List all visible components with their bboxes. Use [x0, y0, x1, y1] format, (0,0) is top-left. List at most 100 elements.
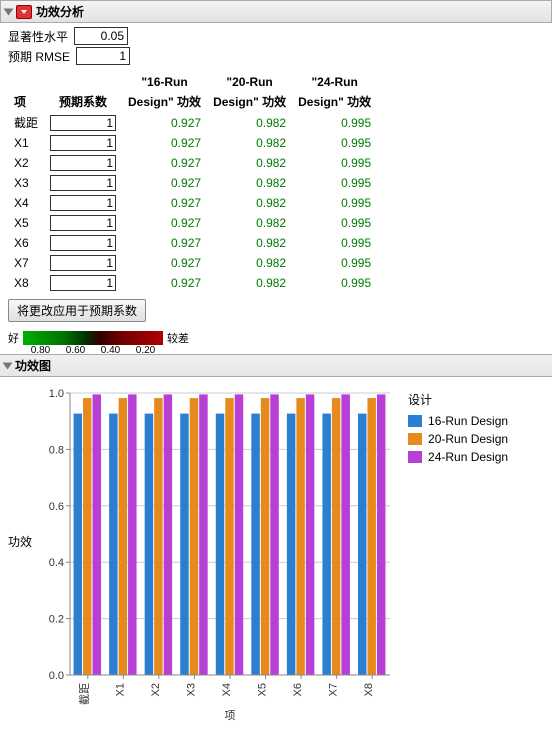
- table-row: X40.9270.9820.995: [8, 193, 377, 213]
- param-row-significance: 显著性水平: [8, 27, 544, 45]
- legend-swatch: [408, 415, 422, 427]
- svg-text:X7: X7: [328, 683, 340, 696]
- svg-text:X6: X6: [292, 683, 304, 696]
- chart-ylabel: 功效: [8, 533, 32, 550]
- hdr-16a: "16-Run: [122, 73, 207, 91]
- panel-menu-button[interactable]: [16, 5, 32, 19]
- cell-term: X5: [8, 213, 44, 233]
- cell-p16: 0.927: [122, 273, 207, 293]
- table-row: 截距0.9270.9820.995: [8, 112, 377, 133]
- bar: [341, 394, 349, 675]
- bar: [225, 398, 233, 675]
- rmse-input[interactable]: [76, 47, 130, 65]
- hdr-24a: "24-Run: [292, 73, 377, 91]
- svg-text:截距: 截距: [77, 683, 91, 705]
- svg-text:项: 项: [225, 709, 236, 722]
- color-scale-strip: 好 0.80 0.60 0.40 0.20 较差: [8, 330, 544, 346]
- coef-input[interactable]: [50, 175, 116, 191]
- bar: [74, 414, 82, 675]
- table-row: X20.9270.9820.995: [8, 153, 377, 173]
- cell-p24: 0.995: [292, 213, 377, 233]
- cell-p24: 0.995: [292, 112, 377, 133]
- bar: [154, 398, 162, 675]
- legend-row: 24-Run Design: [408, 450, 508, 464]
- legend-label: 20-Run Design: [428, 432, 508, 446]
- cell-p24: 0.995: [292, 273, 377, 293]
- collapse-icon[interactable]: [3, 362, 13, 369]
- coef-input[interactable]: [50, 195, 116, 211]
- cell-p24: 0.995: [292, 133, 377, 153]
- svg-text:X8: X8: [363, 683, 375, 696]
- hdr-20a: "20-Run: [207, 73, 292, 91]
- svg-text:0.0: 0.0: [49, 670, 64, 682]
- table-row: X10.9270.9820.995: [8, 133, 377, 153]
- cell-p20: 0.982: [207, 112, 292, 133]
- bar: [367, 398, 375, 675]
- cell-term: X3: [8, 173, 44, 193]
- hdr-16b: Design" 功效: [122, 91, 207, 112]
- power-table: "16-Run "20-Run "24-Run 项 预期系数 Design" 功…: [8, 73, 377, 293]
- color-strip: 0.80 0.60 0.40 0.20: [23, 331, 163, 345]
- legend-row: 20-Run Design: [408, 432, 508, 446]
- bar: [296, 398, 304, 675]
- panel-header-power-analysis: 功效分析: [0, 0, 552, 23]
- legend-row: 16-Run Design: [408, 414, 508, 428]
- cell-term: X1: [8, 133, 44, 153]
- svg-text:0.6: 0.6: [49, 501, 64, 513]
- coef-input[interactable]: [50, 115, 116, 131]
- table-row: X80.9270.9820.995: [8, 273, 377, 293]
- hdr-20b: Design" 功效: [207, 91, 292, 112]
- apply-changes-button[interactable]: 将更改应用于预期系数: [8, 299, 146, 322]
- table-row: X30.9270.9820.995: [8, 173, 377, 193]
- cell-term: X8: [8, 273, 44, 293]
- cell-term: X6: [8, 233, 44, 253]
- cell-term: 截距: [8, 112, 44, 133]
- svg-text:0.2: 0.2: [49, 614, 64, 626]
- coef-input[interactable]: [50, 255, 116, 271]
- svg-text:0.4: 0.4: [49, 557, 64, 569]
- cell-p20: 0.982: [207, 173, 292, 193]
- strip-tick: 0.40: [101, 345, 120, 356]
- bar: [190, 398, 198, 675]
- cell-p24: 0.995: [292, 233, 377, 253]
- panel-header-power-chart: 功效图: [0, 354, 552, 377]
- coef-input[interactable]: [50, 155, 116, 171]
- coef-input[interactable]: [50, 135, 116, 151]
- bar: [128, 394, 136, 675]
- cell-p20: 0.982: [207, 253, 292, 273]
- sig-input[interactable]: [74, 27, 128, 45]
- rmse-label: 预期 RMSE: [8, 48, 70, 65]
- bar: [145, 414, 153, 675]
- coef-input[interactable]: [50, 275, 116, 291]
- hdr-coef: 预期系数: [44, 91, 122, 112]
- panel-title: 功效分析: [36, 3, 84, 20]
- bar: [119, 398, 127, 675]
- svg-text:X1: X1: [114, 683, 126, 696]
- table-row: X50.9270.9820.995: [8, 213, 377, 233]
- bar: [164, 394, 172, 675]
- cell-term: X7: [8, 253, 44, 273]
- cell-p24: 0.995: [292, 173, 377, 193]
- table-row: X70.9270.9820.995: [8, 253, 377, 273]
- strip-good-label: 好: [8, 330, 19, 346]
- svg-text:X5: X5: [257, 683, 269, 696]
- bar: [109, 414, 117, 675]
- chart-legend: 设计 16-Run Design20-Run Design24-Run Desi…: [408, 391, 508, 468]
- collapse-icon[interactable]: [4, 8, 14, 15]
- strip-tick: 0.60: [66, 345, 85, 356]
- cell-p20: 0.982: [207, 233, 292, 253]
- bar: [358, 414, 366, 675]
- cell-p20: 0.982: [207, 133, 292, 153]
- power-bar-chart: 0.00.20.40.60.81.0截距X1X2X3X4X5X6X7X8项: [36, 383, 396, 723]
- cell-p16: 0.927: [122, 193, 207, 213]
- coef-input[interactable]: [50, 215, 116, 231]
- bar: [287, 414, 295, 675]
- bar: [377, 394, 385, 675]
- cell-p20: 0.982: [207, 193, 292, 213]
- coef-input[interactable]: [50, 235, 116, 251]
- legend-label: 24-Run Design: [428, 450, 508, 464]
- table-header-row-2: 项 预期系数 Design" 功效 Design" 功效 Design" 功效: [8, 91, 377, 112]
- table-row: X60.9270.9820.995: [8, 233, 377, 253]
- param-row-rmse: 预期 RMSE: [8, 47, 544, 65]
- bar: [270, 394, 278, 675]
